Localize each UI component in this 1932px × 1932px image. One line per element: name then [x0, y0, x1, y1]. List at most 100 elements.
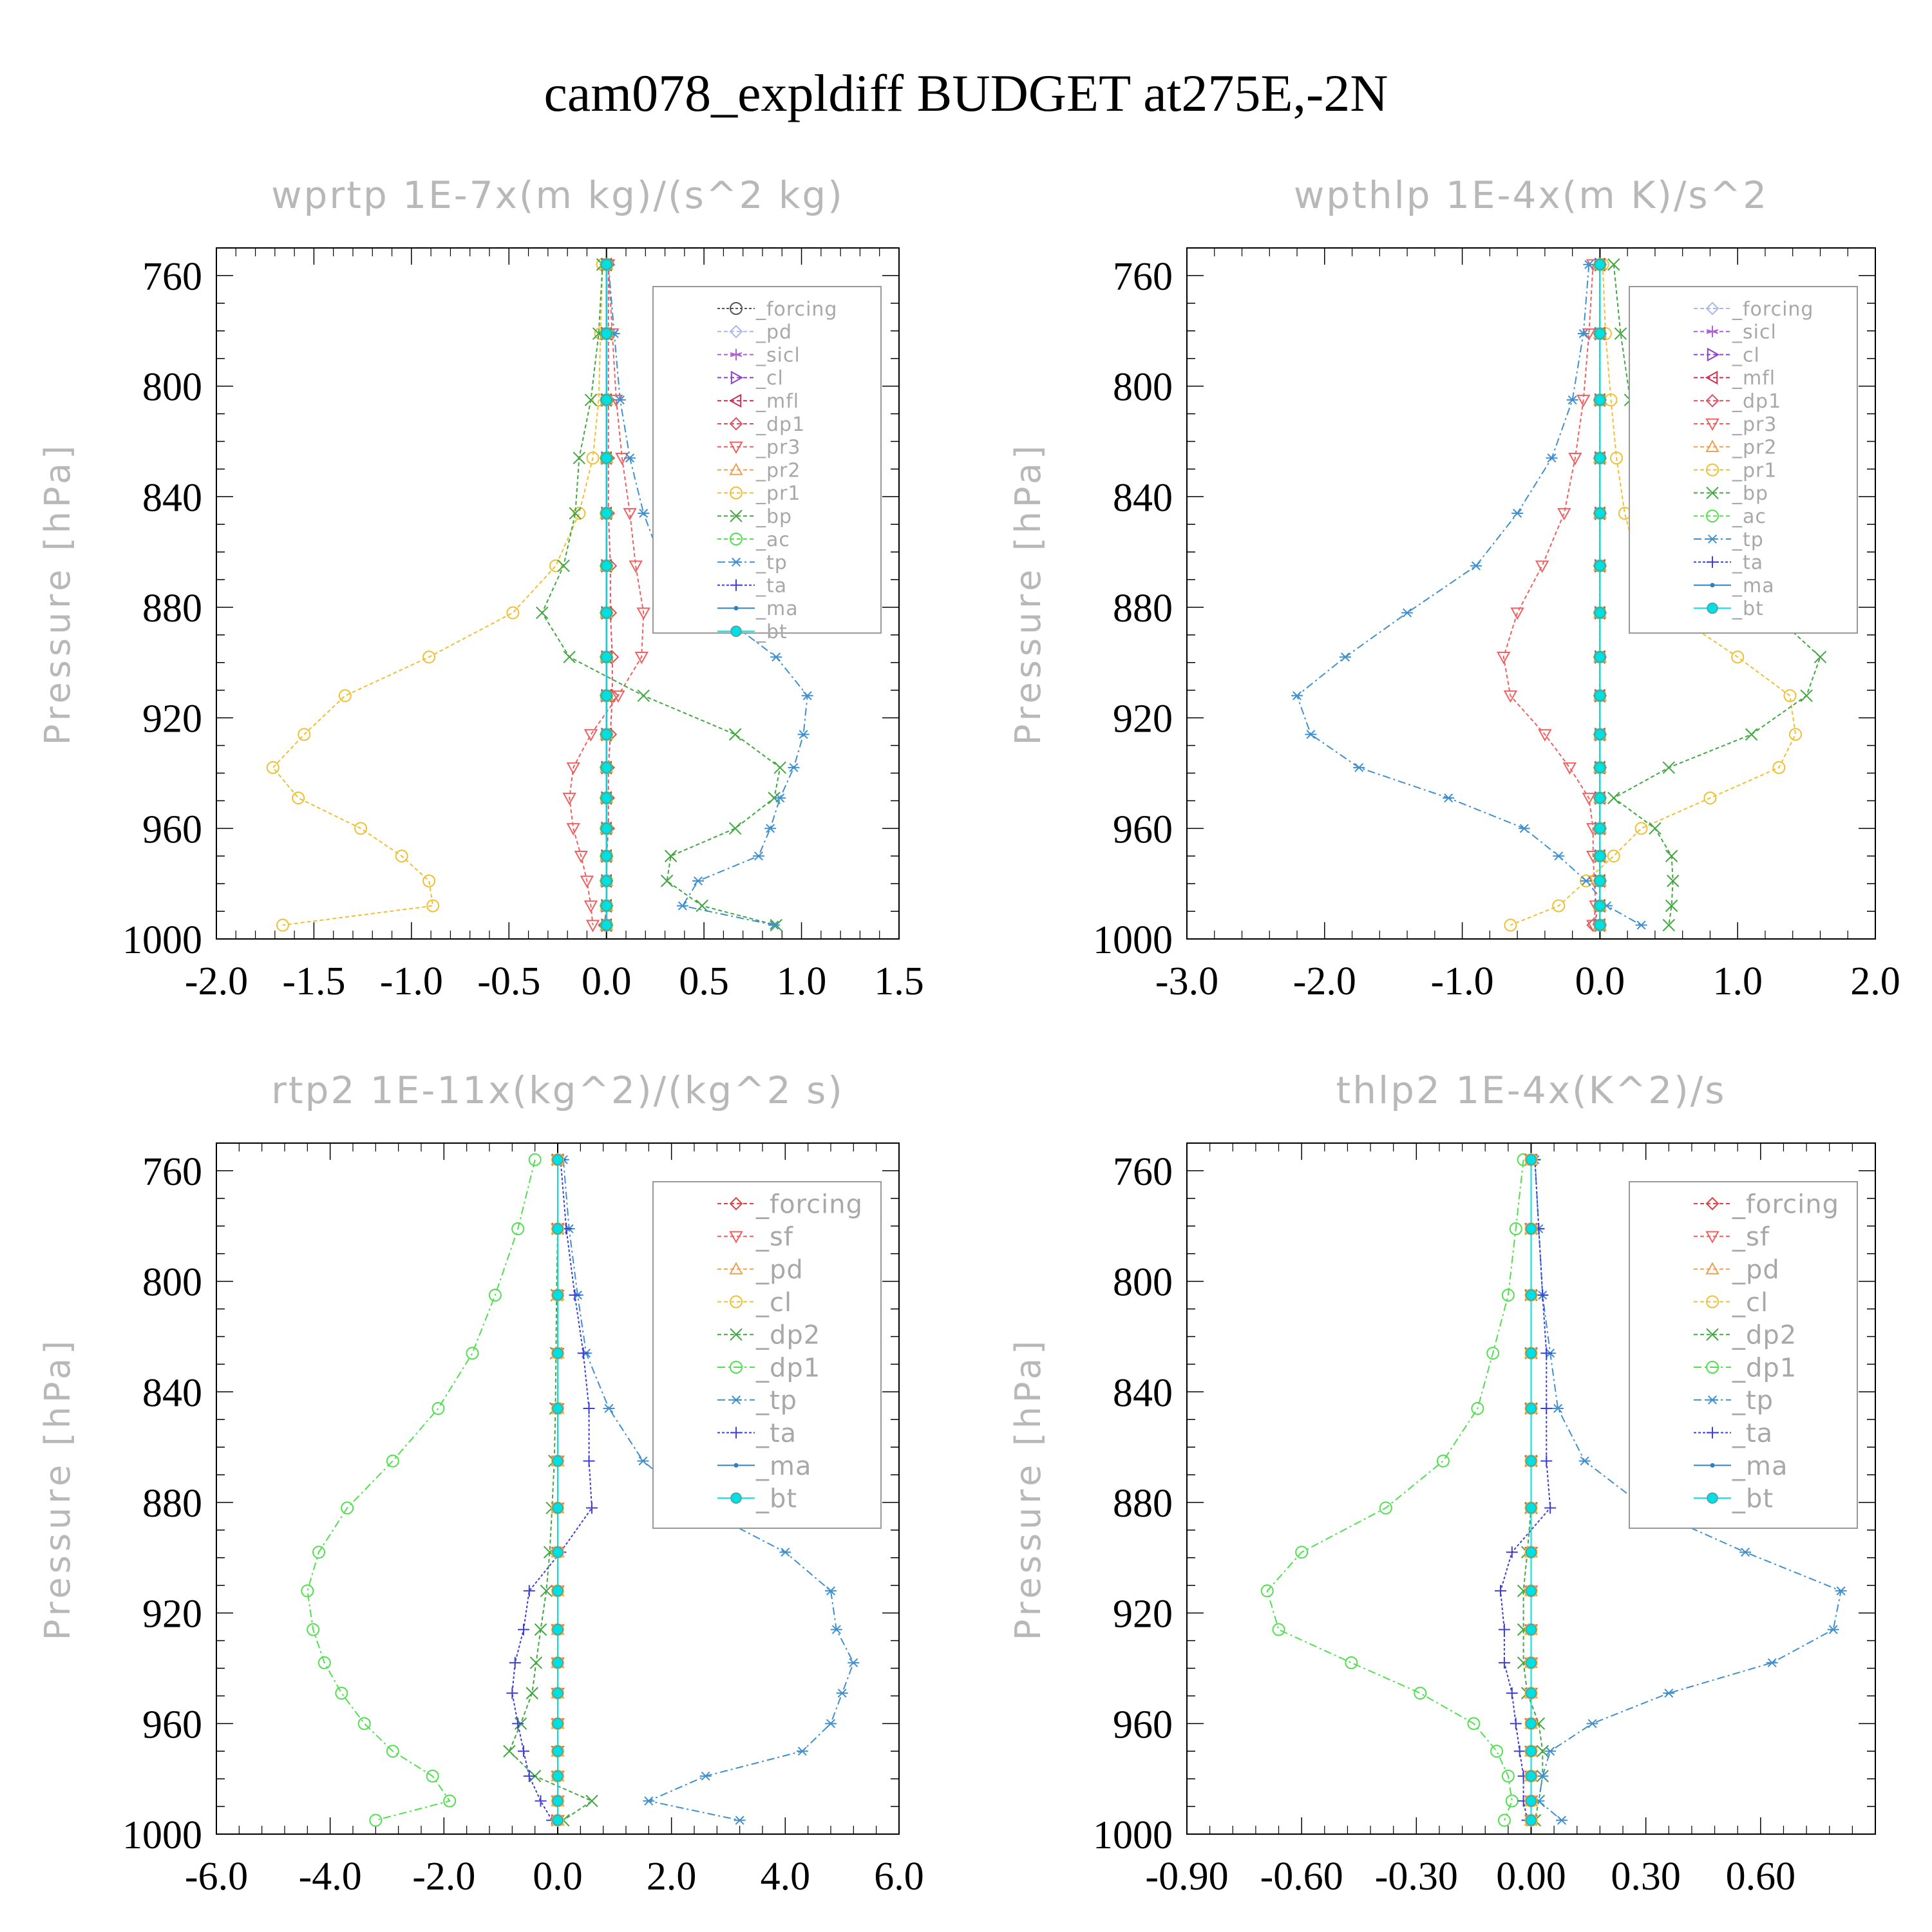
legend-label: _forcing — [1732, 1189, 1839, 1219]
legend-label: _tp — [1732, 1386, 1774, 1416]
data-point — [488, 1289, 502, 1302]
data-point — [552, 1347, 564, 1359]
legend-swatch-marker — [1706, 1328, 1719, 1341]
y-tick-label: 1000 — [1093, 918, 1173, 962]
legend-item: _ma — [717, 598, 798, 620]
legend-label: _dp1 — [1732, 390, 1781, 413]
data-point — [734, 1815, 746, 1825]
y-tick-label: 880 — [142, 1482, 202, 1526]
legend-swatch-marker — [1705, 1231, 1719, 1244]
legend-item: _forcing — [717, 298, 837, 321]
data-point — [600, 822, 612, 835]
data-point — [1800, 689, 1813, 703]
chart-panel-2: wpthlp 1E-4x(m K)/s^2 Pressure [hPa] 760 80… — [1008, 173, 1900, 1003]
legend-item: _dp1 — [717, 413, 804, 436]
y-tick-label: 760 — [142, 255, 202, 299]
data-point — [1436, 1454, 1450, 1468]
legend-label: _tp — [755, 552, 788, 574]
legend-label: _dp1 — [755, 1353, 820, 1383]
data-point — [307, 1623, 320, 1636]
data-point — [1525, 1347, 1537, 1359]
legend: _forcing_pd_sicl_cl_mfl_dp1_pr3_pr2_pr1_… — [652, 286, 882, 643]
x-tick-label: 0.60 — [1726, 1855, 1796, 1899]
legend-swatch-marker — [730, 302, 743, 315]
y-tick-label: 800 — [1113, 366, 1173, 410]
legend-swatch-marker — [1706, 1295, 1719, 1309]
data-point — [1594, 850, 1606, 862]
x-tick-label: -0.90 — [1145, 1855, 1228, 1899]
y-tick-label: 760 — [1113, 1150, 1173, 1194]
data-point — [526, 1687, 538, 1700]
data-point — [577, 1347, 589, 1359]
data-point — [600, 690, 612, 702]
legend-swatch-marker — [1707, 347, 1720, 362]
legend-swatch-marker — [729, 462, 743, 475]
data-point — [1518, 824, 1530, 833]
panel-title: wpthlp 1E-4x(m K)/s^2 — [1294, 173, 1768, 217]
data-point — [422, 650, 436, 664]
data-point — [298, 728, 311, 741]
data-point — [1525, 1502, 1537, 1514]
series-layer — [1260, 1152, 1847, 1828]
data-point — [1663, 1689, 1675, 1698]
data-point — [1525, 1745, 1537, 1757]
data-point — [569, 1289, 581, 1302]
legend-item: _forcing — [1694, 1189, 1839, 1219]
legend-swatch-marker — [729, 1197, 743, 1211]
data-point — [557, 559, 570, 573]
legend-item: _bt — [717, 621, 787, 643]
data-point — [506, 1687, 518, 1700]
legend-swatch-marker — [1705, 393, 1719, 408]
data-point — [312, 1546, 325, 1559]
legend-label: _ma — [1732, 574, 1775, 597]
legend-item: _ac — [1694, 506, 1766, 528]
data-point — [1537, 1771, 1549, 1781]
x-tick-label: 2.0 — [1850, 960, 1900, 1003]
data-point — [1525, 1718, 1537, 1730]
data-point — [529, 1656, 543, 1669]
legend-label: _cl — [755, 367, 784, 390]
y-tick-label: 800 — [142, 1261, 202, 1305]
data-point — [1490, 1745, 1504, 1758]
data-point — [1525, 1289, 1537, 1301]
data-point — [1498, 1624, 1510, 1636]
y-axis-label: Pressure [hPa] — [1008, 1337, 1048, 1640]
legend-item: _pd — [717, 321, 791, 344]
data-point — [1557, 507, 1571, 521]
legend-item: _bt — [1694, 598, 1763, 620]
chart-panel-3: rtp2 1E-11x(kg^2)/(kg^2 s) Pressure [hPa]… — [37, 1068, 924, 1899]
data-point — [830, 1625, 842, 1634]
data-point — [1501, 1289, 1515, 1302]
legend-swatch-marker — [730, 486, 743, 500]
legend-item: _dp1 — [717, 1353, 820, 1383]
y-tick-label: 760 — [1113, 255, 1173, 299]
data-point — [1494, 1585, 1506, 1597]
data-point — [1401, 608, 1414, 618]
data-point — [422, 874, 436, 887]
legend-item: _pd — [717, 1255, 803, 1285]
series-layer — [301, 1152, 860, 1828]
data-point — [518, 1745, 529, 1757]
y-axis-label: Pressure [hPa] — [37, 442, 78, 745]
data-point — [728, 822, 742, 835]
data-point — [357, 1717, 371, 1730]
legend-swatch-marker — [729, 417, 743, 431]
data-point — [585, 920, 600, 933]
series-layer — [1291, 257, 1827, 933]
legend-swatch-marker — [730, 533, 743, 545]
data-point — [1540, 1347, 1553, 1359]
data-point — [552, 1546, 564, 1558]
data-point — [1635, 920, 1647, 930]
legend-label: _ma — [1732, 1452, 1788, 1481]
data-point — [552, 1795, 564, 1807]
legend-swatch-marker — [730, 1492, 742, 1504]
series-bt — [552, 1154, 564, 1826]
data-point — [1649, 822, 1662, 835]
legend-label: _dp2 — [755, 1321, 820, 1350]
data-point — [624, 453, 636, 463]
legend-label: _bt — [1732, 1484, 1774, 1514]
data-point — [535, 1795, 547, 1807]
legend-item: _tp — [1694, 1386, 1774, 1416]
data-point — [728, 728, 742, 741]
series-line — [1502, 264, 1597, 925]
